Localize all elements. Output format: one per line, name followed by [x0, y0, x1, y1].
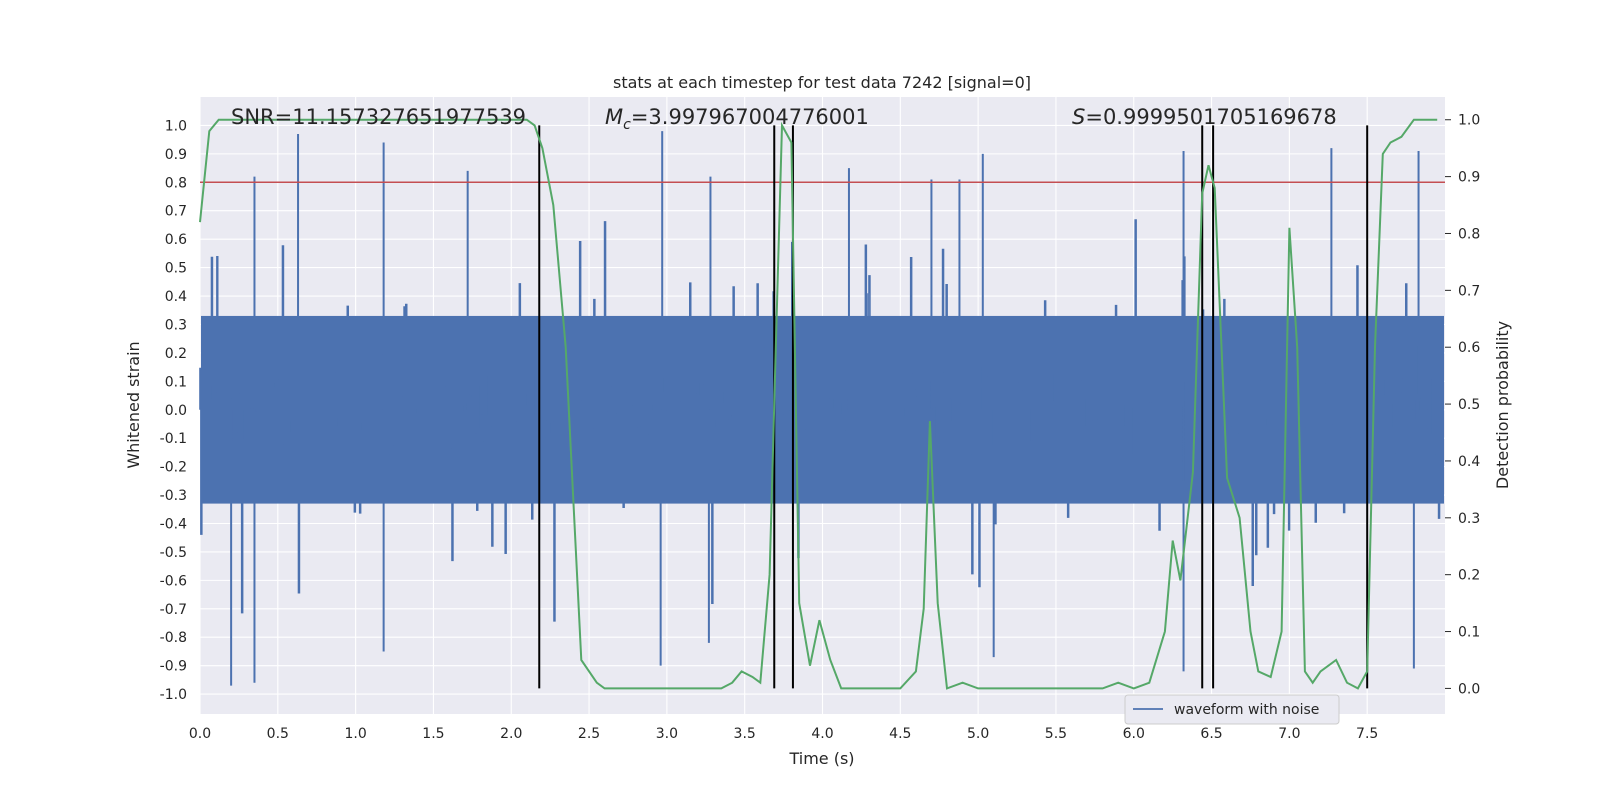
x-axis-label: Time (s)	[788, 749, 854, 768]
y-left-tick-label: -0.9	[160, 659, 187, 675]
chirp-mass-symbol: M	[605, 105, 623, 129]
x-tick-label: 5.5	[1045, 726, 1067, 742]
x-tick-label: 3.5	[734, 726, 756, 742]
detection-probability-line	[199, 118, 1438, 690]
y-left-tick-label: 1.0	[165, 118, 187, 134]
y-left-tick-label: -0.1	[160, 431, 187, 447]
legend: waveform with noise	[1124, 694, 1340, 725]
x-tick-label: 2.5	[578, 726, 600, 742]
x-tick-label: 0.5	[267, 726, 289, 742]
s-value: =0.9999501705169678	[1085, 105, 1336, 129]
waveform-series	[199, 131, 1444, 686]
x-tick-label: 0.0	[189, 726, 211, 742]
chart-title: stats at each timestep for test data 724…	[613, 73, 1031, 92]
y-right-tick-label: 0.5	[1458, 397, 1480, 413]
x-tick-label: 1.0	[344, 726, 366, 742]
x-tick-label: 4.5	[889, 726, 911, 742]
chirp-mass-subscript: c	[623, 117, 631, 133]
y-right-axis-label: Detection probability	[1493, 321, 1512, 489]
y-right-tick-label: 0.4	[1458, 454, 1480, 470]
y-left-tick-label: -0.4	[160, 516, 187, 532]
y-left-tick-label: 0.8	[165, 175, 187, 191]
y-right-tick-label: 1.0	[1458, 113, 1480, 129]
x-tick-label: 7.0	[1278, 726, 1300, 742]
y-right-tick-label: 0.2	[1458, 568, 1480, 584]
y-right-tick-label: 0.3	[1458, 511, 1480, 527]
chirp-mass-annotation: Mc=3.997967004776001	[605, 105, 869, 133]
y-left-tick-label: -0.2	[160, 460, 187, 476]
x-tick-label: 6.5	[1200, 726, 1222, 742]
y-left-tick-label: 0.0	[165, 403, 187, 419]
x-axis-ticks: 0.0 0.5 1.0 1.5 2.0 2.5 3.0 3.5 4.0 4.5 5.0 5.5 6.0 6…	[189, 726, 1378, 742]
x-tick-label: 7.5	[1356, 726, 1378, 742]
y-right-tick-label: 0.9	[1458, 170, 1480, 186]
x-tick-label: 4.0	[811, 726, 833, 742]
y-right-tick-label: 0.6	[1458, 340, 1480, 356]
s-symbol: S	[1072, 105, 1085, 129]
y-right-axis-ticks: 1.0 0.9 0.8 0.7 0.6 0.5 0.4 0.3 0.2 0.1 0.0	[1445, 113, 1480, 697]
y-left-axis-ticks: 1.0 0.9 0.8 0.7 0.6 0.5 0.4 0.3 0.2 0.1 0.0 -0.1 -0.…	[160, 118, 187, 703]
y-left-tick-label: -0.5	[160, 545, 187, 561]
y-left-tick-label: -0.3	[160, 488, 187, 504]
y-right-tick-label: 0.8	[1458, 226, 1480, 242]
y-left-tick-label: 0.1	[165, 374, 187, 390]
y-left-tick-label: 0.3	[165, 317, 187, 333]
y-left-tick-label: -0.6	[160, 573, 187, 589]
chirp-mass-value: =3.997967004776001	[631, 105, 869, 129]
y-left-tick-label: 0.7	[165, 204, 187, 220]
y-left-tick-label: -0.8	[160, 630, 187, 646]
y-right-tick-label: 0.7	[1458, 283, 1480, 299]
snr-annotation: SNR=11.157327651977539	[231, 105, 526, 129]
y-left-axis-label: Whitened strain	[124, 341, 143, 468]
s-annotation: S=0.9999501705169678	[1072, 105, 1337, 129]
legend-label: waveform with noise	[1174, 702, 1319, 718]
y-left-tick-label: -1.0	[160, 687, 187, 703]
y-right-tick-label: 0.0	[1458, 681, 1480, 697]
waveform-trace	[199, 219, 1443, 622]
y-left-tick-label: 0.2	[165, 346, 187, 362]
y-left-tick-label: 0.9	[165, 147, 187, 163]
y-left-tick-label: 0.5	[165, 261, 187, 277]
x-tick-label: 5.0	[967, 726, 989, 742]
y-left-tick-label: -0.7	[160, 602, 187, 618]
legend-box	[1124, 694, 1340, 725]
x-tick-label: 3.0	[656, 726, 678, 742]
x-tick-label: 6.0	[1123, 726, 1145, 742]
y-right-tick-label: 0.1	[1458, 625, 1480, 641]
y-left-tick-label: 0.6	[165, 232, 187, 248]
y-left-tick-label: 0.4	[165, 289, 187, 305]
x-tick-label: 2.0	[500, 726, 522, 742]
x-tick-label: 1.5	[422, 726, 444, 742]
